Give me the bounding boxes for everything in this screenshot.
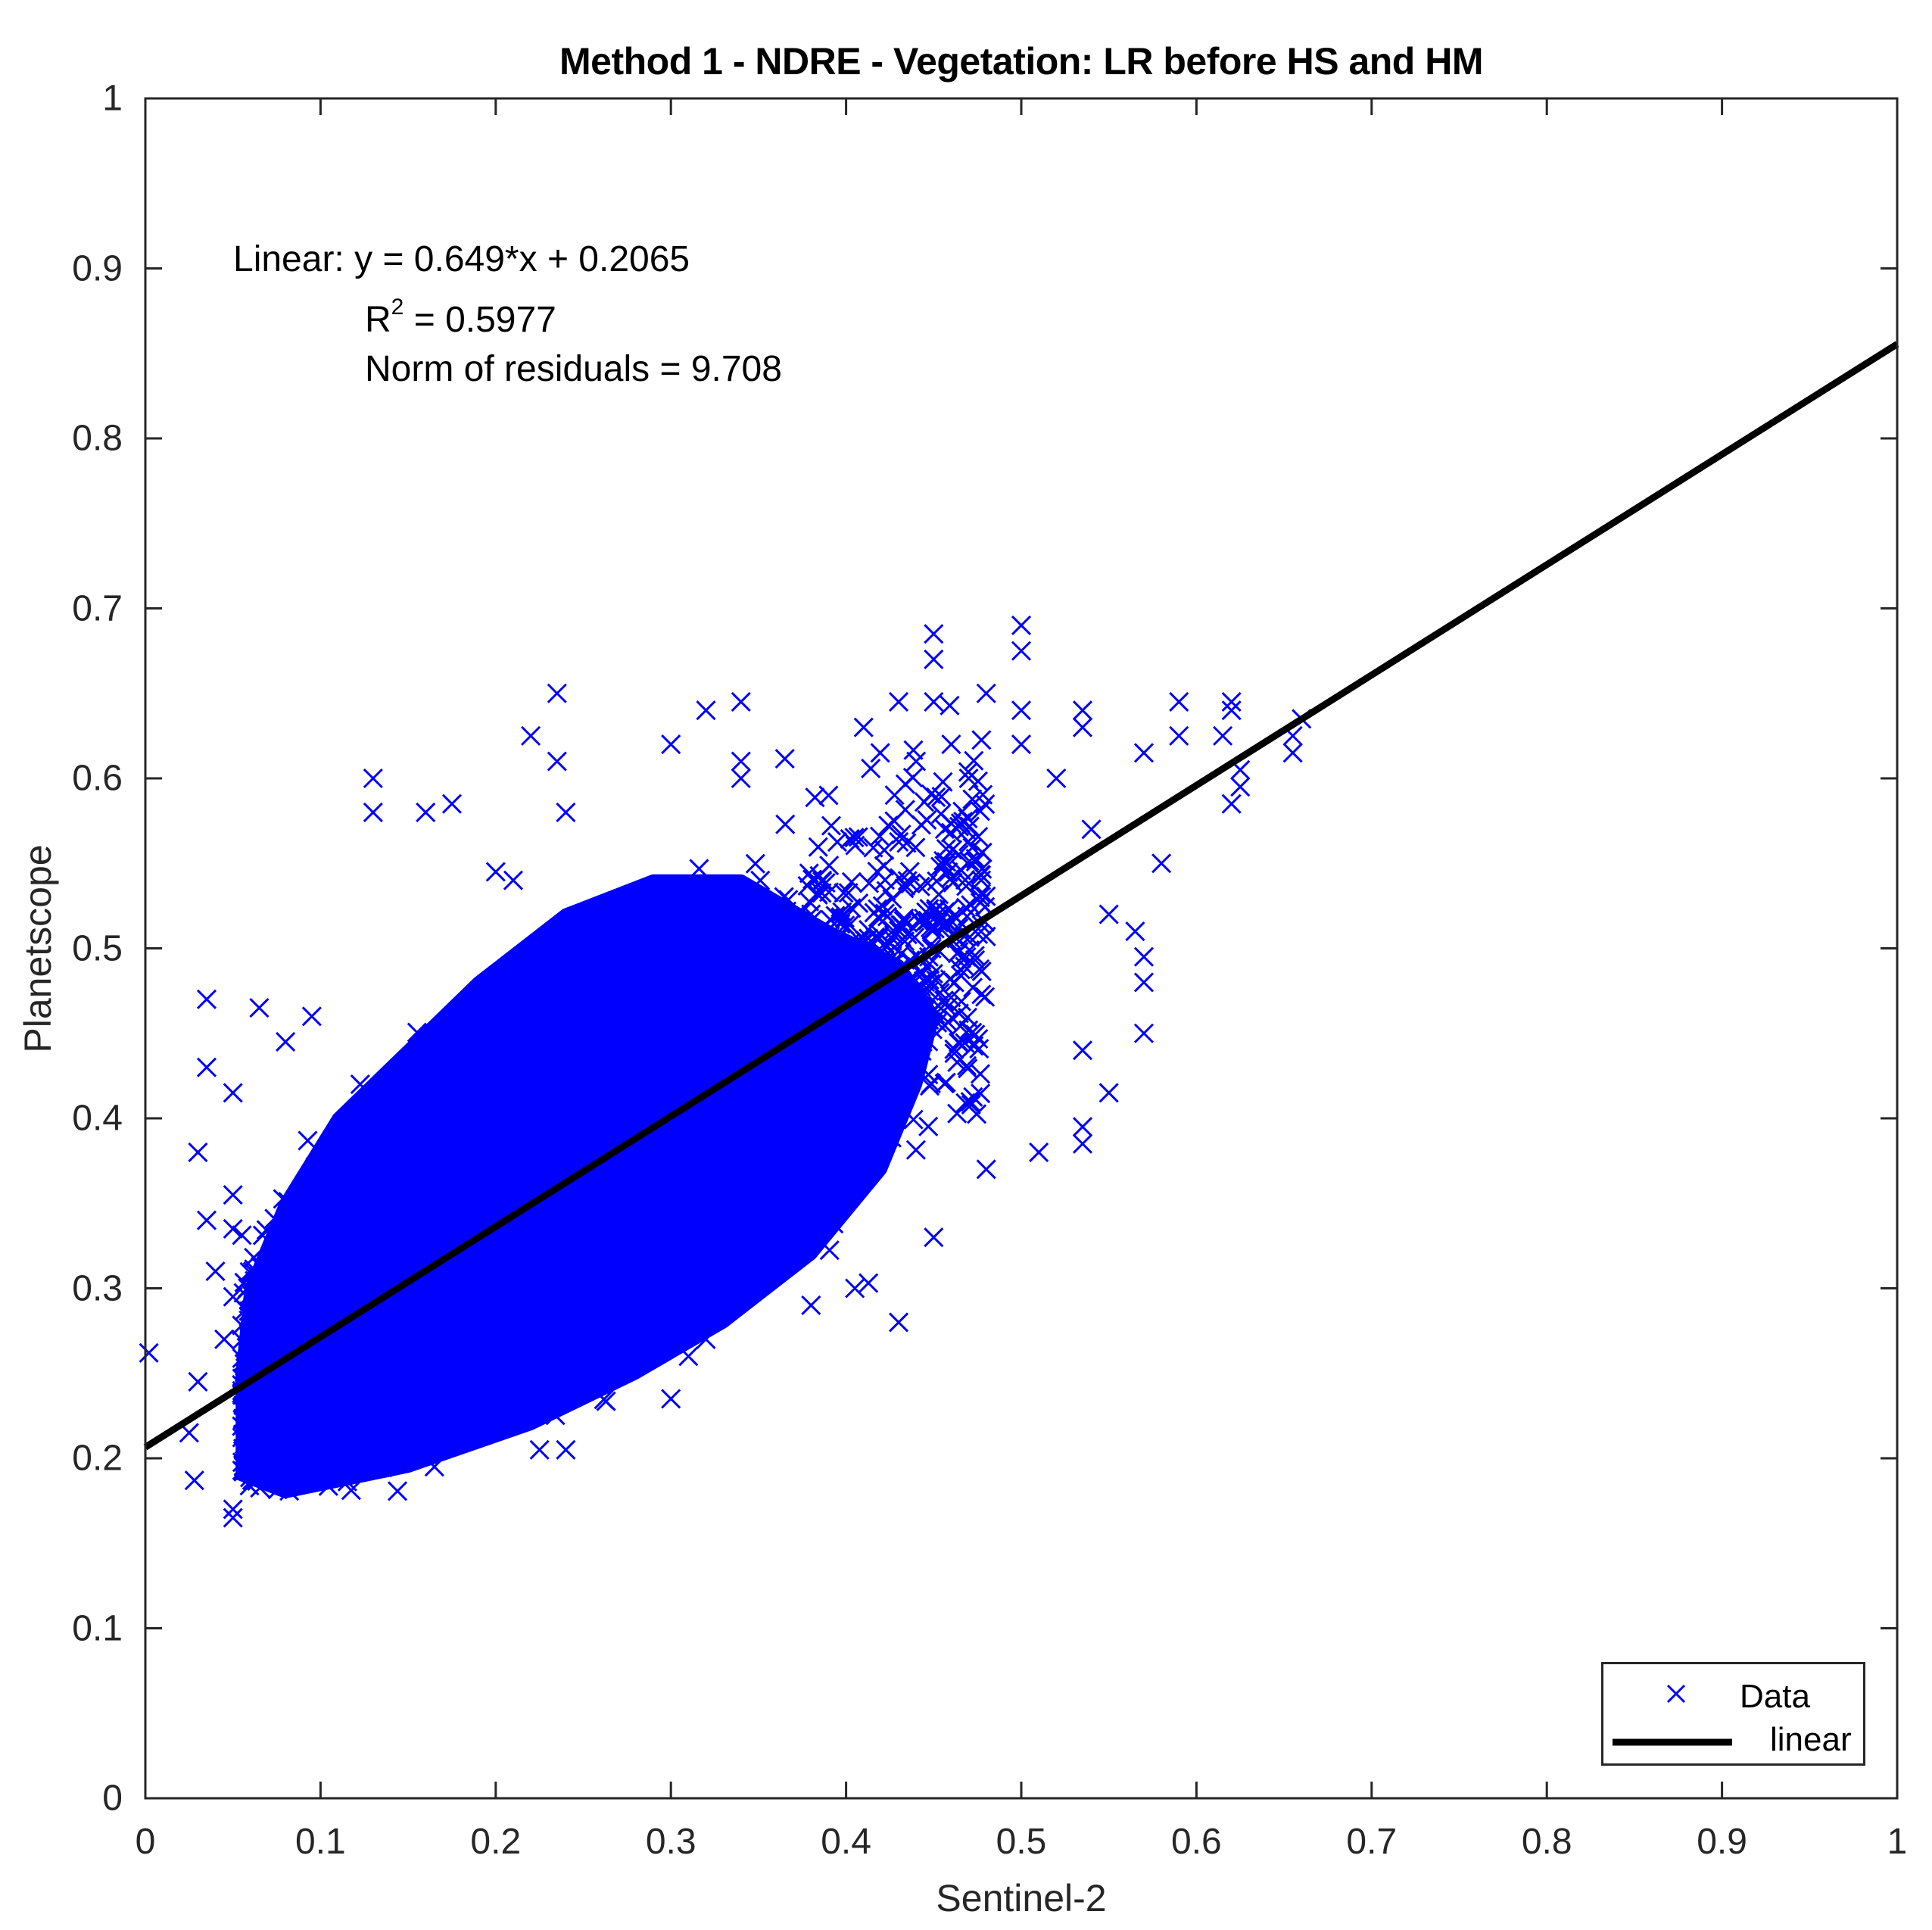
norm-of-residuals: Norm of residuals = 9.708 [365, 349, 782, 389]
y-tick-label: 0.9 [72, 248, 123, 288]
fit-equation: Linear: y = 0.649*x + 0.2065 [233, 239, 690, 279]
y-tick-label: 0.5 [72, 928, 123, 968]
y-tick-label: 0.6 [72, 758, 123, 799]
axes-box [144, 97, 1899, 1800]
chart-title: Method 1 - NDRE - Vegetation: LR before … [559, 40, 1483, 83]
y-tick-label: 0.8 [72, 418, 123, 459]
y-tick-label: 0.1 [72, 1608, 123, 1648]
legend: Data linear [1601, 1662, 1865, 1766]
x-tick-label: 0.7 [1346, 1822, 1398, 1862]
x-marker-icon [1666, 1684, 1686, 1704]
scatter-data-markers [139, 615, 1312, 1528]
x-tick-label: 0.1 [295, 1822, 346, 1862]
r-squared-exponent: 2 [391, 295, 404, 320]
x-tick-label: 1 [1887, 1822, 1908, 1862]
x-tick-label: 0.8 [1521, 1822, 1572, 1862]
legend-label-data: Data [1740, 1678, 1810, 1715]
r-squared-value: = 0.5977 [404, 300, 556, 340]
y-tick-label: 0.4 [72, 1098, 123, 1139]
x-tick-label: 0.4 [821, 1822, 871, 1862]
y-tick-label: 0.3 [72, 1268, 123, 1308]
fit-line [143, 341, 1899, 1451]
r-squared-label: R [365, 300, 391, 340]
y-tick-label: 0.7 [72, 588, 123, 628]
x-axis-label: Sentinel-2 [936, 1877, 1107, 1919]
x-tick-label: 0.3 [645, 1822, 696, 1862]
x-tick-label: 0 [135, 1822, 156, 1862]
y-tick-label: 0 [102, 1778, 123, 1819]
x-tick-label: 0.6 [1171, 1822, 1222, 1862]
x-tick-label: 0.2 [470, 1822, 522, 1862]
y-tick-label: 0.2 [72, 1438, 123, 1479]
legend-symbols [1613, 1684, 1732, 1746]
legend-label-linear: linear [1770, 1721, 1852, 1758]
y-tick-label: 1 [102, 78, 123, 119]
x-tick-label: 0.5 [996, 1822, 1047, 1862]
y-axis-label: Planetscope [17, 844, 59, 1053]
x-tick-label: 0.9 [1697, 1822, 1747, 1862]
r-squared: R2 = 0.5977 [365, 295, 556, 341]
